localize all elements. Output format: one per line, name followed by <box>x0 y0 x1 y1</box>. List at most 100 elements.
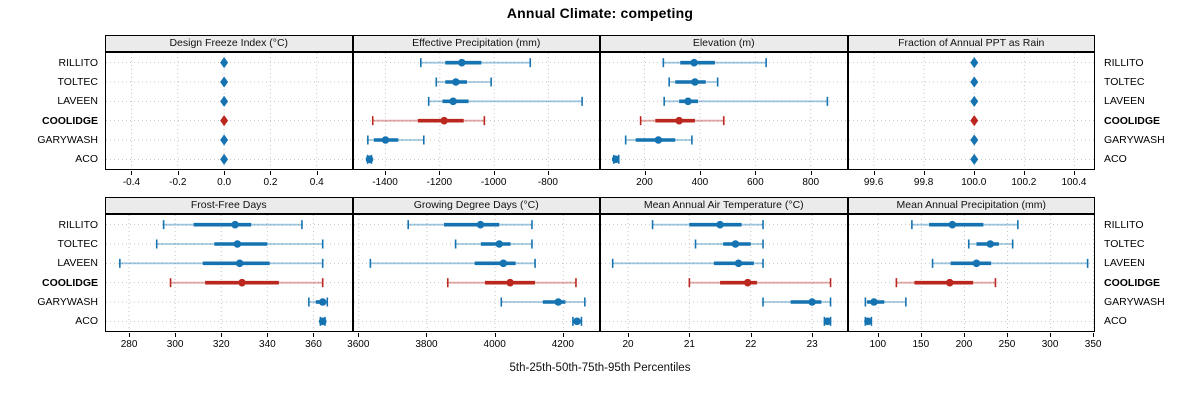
panel-canvas-fraction-of-annual-ppt-as-rain <box>848 53 1094 169</box>
median-dot <box>863 317 872 326</box>
axis-tick-label: 340 <box>259 339 276 350</box>
site-label-garywash: GARYWASH <box>1104 134 1165 146</box>
axis-tick <box>426 333 428 337</box>
axis-tick-label: 0.4 <box>309 177 324 188</box>
series-coolidge <box>446 278 577 288</box>
series-rillito <box>651 220 764 230</box>
median-dot <box>869 298 878 306</box>
median-dot <box>238 278 246 287</box>
panel-frost-free-days <box>105 214 353 332</box>
axis-tick-label: 100 <box>869 339 887 350</box>
site-label-coolidge: COOLIDGE <box>1104 114 1161 127</box>
series-rillito <box>910 220 1019 230</box>
median-dot <box>985 240 994 248</box>
median-dot <box>572 317 581 326</box>
axis-tick-label: 4200 <box>551 339 574 350</box>
median-dot <box>743 278 752 287</box>
median-dot <box>318 298 327 306</box>
axis-tick <box>358 333 360 337</box>
series-toltec <box>454 239 533 249</box>
axis-tick <box>1023 171 1025 175</box>
series-garywash <box>308 297 329 307</box>
median-dot <box>684 97 692 106</box>
series-garywash <box>500 297 586 307</box>
median-diamond <box>220 57 229 69</box>
axis-tick-label: 150 <box>912 339 930 350</box>
median-dot <box>231 220 239 229</box>
panel-header-frost-free-days: Frost-Free Days <box>105 197 353 214</box>
median-dot <box>233 240 242 248</box>
panel-header-growing-degree-days-c-: Growing Degree Days (°C) <box>352 197 600 214</box>
median-diamond <box>969 153 978 165</box>
axis-tick <box>644 171 646 175</box>
series-coolidge <box>371 116 485 126</box>
site-label-toltec: TOLTEC <box>57 76 98 88</box>
site-label-laveen: LAVEEN <box>1104 257 1145 270</box>
median-diamond <box>220 95 229 107</box>
median-dot <box>716 220 724 229</box>
series-laveen <box>931 258 1088 268</box>
series-aco <box>863 316 872 326</box>
axis-tick-label: 22 <box>745 339 757 350</box>
site-label-garywash: GARYWASH <box>37 296 98 308</box>
series-laveen <box>427 96 583 106</box>
panel-header-design-freeze-index-c-: Design Freeze Index (°C) <box>105 35 353 52</box>
axis-tick <box>224 171 226 175</box>
axis-tick <box>699 171 701 175</box>
axis-tick <box>1073 171 1075 175</box>
panel-header-mean-annual-air-temperature-c-: Mean Annual Air Temperature (°C) <box>600 197 848 214</box>
series-rillito <box>220 57 229 69</box>
series-garywash <box>366 135 425 145</box>
median-dot <box>972 259 980 268</box>
series-rillito <box>419 58 531 68</box>
series-laveen <box>611 258 764 268</box>
axis-tick-label: 300 <box>166 339 184 350</box>
axis-tick <box>562 333 564 337</box>
median-dot <box>823 317 832 326</box>
series-coolidge <box>220 115 229 127</box>
panel-growing-degree-days-c- <box>352 214 600 332</box>
site-label-garywash: GARYWASH <box>37 134 98 146</box>
series-rillito <box>162 220 303 230</box>
axis-tick-label: 100.0 <box>961 177 987 188</box>
site-label-rillito: RILLITO <box>1104 218 1144 231</box>
figure-title: Annual Climate: competing <box>506 5 694 21</box>
axis-tick-label: 3600 <box>347 339 370 350</box>
panel-canvas-effective-precipitation-mm- <box>353 53 599 169</box>
axis-tick-label: 99.8 <box>913 177 934 188</box>
axis-tick <box>755 171 757 175</box>
median-diamond <box>969 115 978 127</box>
axis-tick <box>439 171 441 175</box>
axis-tick <box>963 333 965 337</box>
median-dot <box>611 155 620 164</box>
series-garywash <box>969 134 978 146</box>
axis-tick <box>547 171 549 175</box>
series-garywash <box>864 297 907 307</box>
median-dot <box>235 259 244 268</box>
axis-tick <box>493 171 495 175</box>
axis-tick <box>973 171 975 175</box>
series-coolidge <box>969 115 978 127</box>
series-aco <box>571 316 582 326</box>
median-diamond <box>220 115 229 127</box>
panel-header-mean-annual-precipitation-mm-: Mean Annual Precipitation (mm) <box>847 197 1095 214</box>
series-coolidge <box>639 116 725 126</box>
series-laveen <box>220 95 229 107</box>
panel-header-effective-precipitation-mm-: Effective Precipitation (mm) <box>352 35 600 52</box>
axis-tick-label: 3800 <box>415 339 438 350</box>
axis-tick-label: 0.0 <box>217 177 232 188</box>
site-label-coolidge: COOLIDGE <box>41 276 98 289</box>
median-dot <box>318 317 327 326</box>
site-label-coolidge: COOLIDGE <box>1104 276 1161 289</box>
median-dot <box>675 116 683 125</box>
median-dot <box>451 78 460 86</box>
median-dot <box>691 78 699 86</box>
median-diamond <box>969 95 978 107</box>
axis-tick-label: 21 <box>683 339 695 350</box>
series-coolidge <box>169 278 324 288</box>
axis-tick <box>750 333 752 337</box>
axis-tick <box>313 333 315 337</box>
median-dot <box>734 259 743 268</box>
median-dot <box>654 136 663 144</box>
